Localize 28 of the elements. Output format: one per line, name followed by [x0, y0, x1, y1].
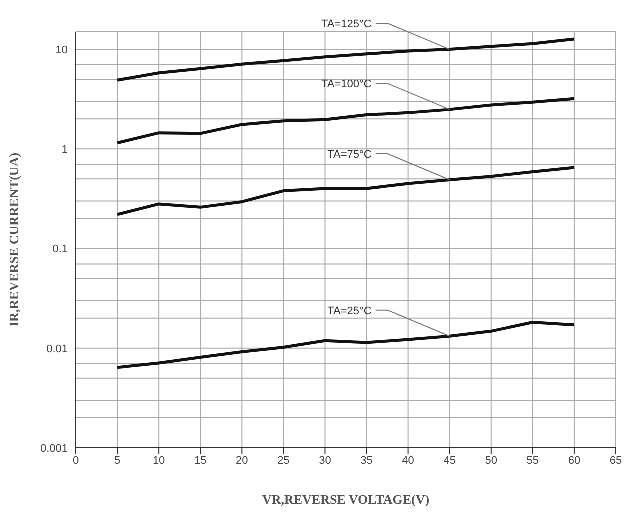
y-tick-label: 10 — [56, 44, 68, 56]
y-tick-label: 0.1 — [52, 244, 68, 256]
text: TA=100°C — [321, 78, 372, 91]
x-tick-label: 35 — [360, 454, 373, 467]
x-tick-label: 40 — [402, 454, 414, 467]
x-tick-label: 0 — [72, 454, 80, 467]
x-tick-label: 20 — [236, 454, 248, 467]
x-tick-label: 15 — [194, 454, 207, 467]
x-tick-label: 30 — [319, 454, 332, 467]
x-axis-title: VR,REVERSE VOLTAGE(V) — [262, 492, 430, 507]
y-tick-label: 0.01 — [46, 343, 68, 356]
line-series — [116, 320, 576, 370]
x-tick-label: 60 — [568, 454, 581, 467]
text: TA=25°C — [328, 305, 372, 318]
x-tick-label: 65 — [610, 454, 622, 467]
x-tick-label: 50 — [485, 454, 498, 467]
text: TA=125°C — [321, 18, 372, 31]
x-tick-label: 45 — [444, 454, 456, 467]
line-series — [116, 97, 576, 145]
text: TA=75°C — [328, 149, 372, 162]
y-tick-label: 1 — [62, 144, 68, 156]
x-tick-label: 25 — [278, 454, 290, 467]
line-series — [116, 166, 576, 216]
y-tick-label: 0.001 — [40, 442, 68, 455]
x-tick-label: 5 — [114, 454, 121, 467]
x-tick-label: 55 — [526, 454, 540, 467]
x-tick-label: 10 — [152, 454, 166, 467]
y-axis-title: IR,REVERSE CURRENT(UA) — [6, 152, 22, 328]
